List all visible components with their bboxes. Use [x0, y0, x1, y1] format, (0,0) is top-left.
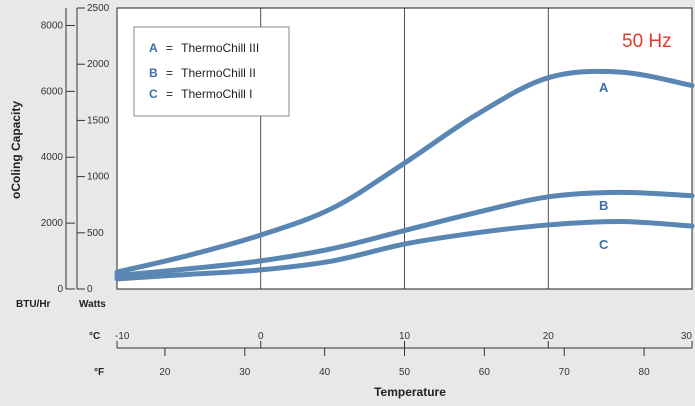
- watts-tick-label: 500: [87, 228, 104, 239]
- btu-tick-label: 0: [57, 284, 63, 295]
- legend-entry-a: A = ThermoChill III: [149, 41, 259, 55]
- y-axis-title: oColing Capacity: [9, 101, 23, 199]
- legend: A = ThermoChill III B = ThermoChill II C…: [133, 26, 290, 117]
- legend-eq-a: =: [166, 41, 173, 55]
- fahrenheit-tick-label: 60: [479, 367, 491, 378]
- x-axis-ticks: -10 0 10 20 30 20 30 40 50 60 70 80: [115, 331, 693, 378]
- legend-key-a: A: [149, 41, 158, 55]
- fahrenheit-label: °F: [94, 367, 104, 378]
- y-axis-ticks: 0 500 1000 1500 2000 2500 0 2000 4000 6000 8000: [41, 3, 110, 295]
- curve-label-a: A: [599, 80, 609, 95]
- watts-tick-label: 1000: [87, 172, 110, 183]
- celsius-tick-label: 0: [258, 331, 264, 342]
- btu-tick-label: 8000: [41, 20, 64, 31]
- x-axis-title: Temperature: [374, 385, 446, 399]
- fahrenheit-tick-label: 80: [639, 367, 651, 378]
- btu-tick-label: 4000: [41, 152, 64, 163]
- frequency-label: 50 Hz: [622, 31, 672, 52]
- fahrenheit-tick-label: 30: [239, 367, 251, 378]
- watts-tick-label: 2500: [87, 3, 110, 14]
- legend-box: [133, 26, 290, 117]
- legend-entry-b: B = ThermoChill II: [149, 66, 256, 80]
- legend-entry-c: C = ThermoChill I: [149, 87, 253, 101]
- curve-label-c: C: [599, 237, 609, 252]
- series-curves: [114, 68, 695, 282]
- curve-b: [114, 189, 695, 279]
- fahrenheit-tick-label: 40: [319, 367, 331, 378]
- celsius-tick-label: 10: [399, 331, 411, 342]
- curve-c: [114, 219, 695, 282]
- legend-name-b: ThermoChill II: [181, 66, 256, 80]
- watts-unit-label: Watts: [79, 299, 106, 310]
- legend-name-a: ThermoChill III: [181, 41, 259, 55]
- curve-label-b: B: [599, 198, 608, 213]
- legend-key-c: C: [149, 87, 158, 101]
- celsius-label: °C: [89, 331, 100, 342]
- celsius-tick-label: -10: [115, 331, 130, 342]
- fahrenheit-tick-label: 20: [159, 367, 171, 378]
- btu-unit-label: BTU/Hr: [16, 299, 51, 310]
- watts-tick-label: 2000: [87, 59, 110, 70]
- btu-tick-label: 2000: [41, 218, 64, 229]
- watts-tick-label: 0: [87, 284, 93, 295]
- watts-tick-label: 1500: [87, 115, 110, 126]
- fahrenheit-tick-label: 50: [399, 367, 411, 378]
- celsius-tick-label: 30: [681, 331, 693, 342]
- legend-name-c: ThermoChill I: [181, 87, 252, 101]
- btu-tick-label: 6000: [41, 86, 64, 97]
- celsius-tick-label: 20: [543, 331, 555, 342]
- legend-eq-b: =: [166, 66, 173, 80]
- legend-key-b: B: [149, 66, 158, 80]
- legend-eq-c: =: [166, 87, 173, 101]
- curve-a: [114, 68, 695, 275]
- fahrenheit-tick-label: 70: [559, 367, 571, 378]
